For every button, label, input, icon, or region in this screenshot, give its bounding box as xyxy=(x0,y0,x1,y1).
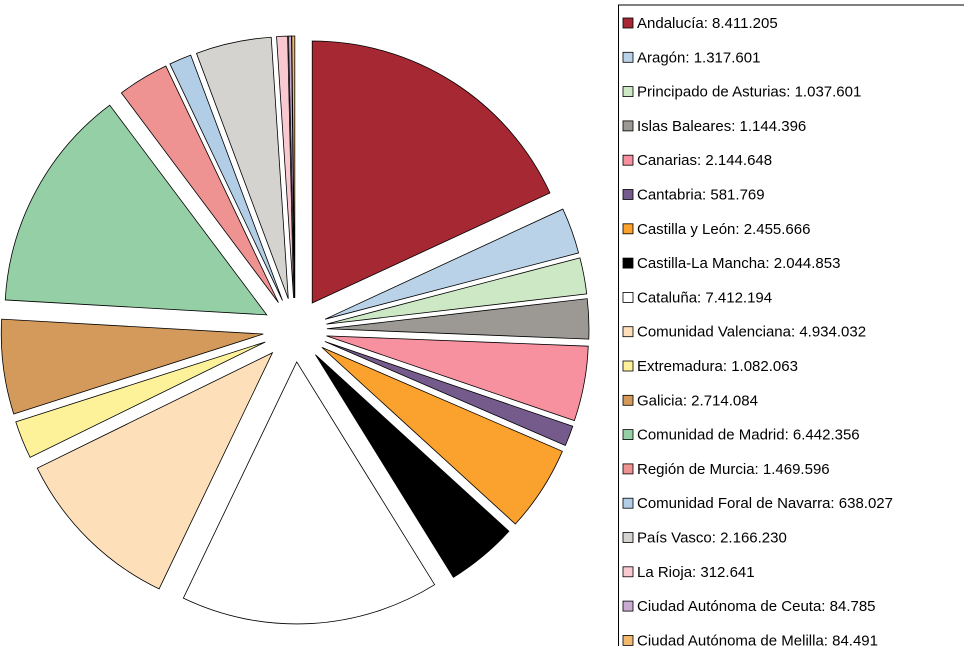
legend-label: Aragón: 1.317.601 xyxy=(637,49,760,66)
pie-slice xyxy=(36,351,274,590)
pie-slice xyxy=(195,36,289,299)
legend-label: Extremadura: 1.082.063 xyxy=(637,358,798,375)
legend-swatch xyxy=(622,154,634,166)
legend-label: Canarias: 2.144.648 xyxy=(637,152,772,169)
legend: Andalucía: 8.411.205 Aragón: 1.317.601 Pri… xyxy=(618,4,964,646)
pie-slice xyxy=(326,298,590,340)
pie-slice xyxy=(315,354,510,578)
pie-slice xyxy=(324,208,580,320)
legend-label: Cataluña: 7.412.194 xyxy=(637,289,772,306)
legend-label: Ciudad Autónoma de Ceuta: 84.785 xyxy=(637,598,876,615)
legend-label: Comunidad de Madrid: 6.442.356 xyxy=(637,427,860,444)
legend-swatch xyxy=(622,497,634,509)
pie-slice xyxy=(324,341,574,446)
legend-swatch xyxy=(622,120,634,132)
legend-label: Comunidad Foral de Navarra: 638.027 xyxy=(637,495,893,512)
legend-label: Región de Murcia: 1.469.596 xyxy=(637,461,830,478)
legend-swatch xyxy=(622,463,634,475)
legend-label: Islas Baleares: 1.144.396 xyxy=(637,118,806,135)
legend-swatch xyxy=(622,257,634,269)
legend-swatch xyxy=(622,86,634,97)
legend-swatch xyxy=(622,360,634,372)
legend-swatch xyxy=(622,223,634,235)
legend-swatch xyxy=(622,635,634,646)
pie xyxy=(0,35,590,625)
legend-label: Comunidad Valenciana: 4.934.032 xyxy=(637,324,866,341)
pie-slice xyxy=(311,40,551,304)
legend-label: Castilla y León: 2.455.666 xyxy=(637,221,810,238)
legend-swatch xyxy=(622,326,634,338)
legend-swatch xyxy=(622,600,634,612)
pie-slice xyxy=(15,341,266,458)
pie-slice xyxy=(321,347,563,525)
legend-label: Principado de Asturias: 1.037.601 xyxy=(637,84,861,101)
legend-swatch xyxy=(622,394,634,406)
legend-label: La Rioja: 312.641 xyxy=(637,564,755,581)
legend-swatch xyxy=(622,532,634,543)
legend-swatch xyxy=(622,189,634,200)
legend-swatch xyxy=(622,17,634,29)
legend-label: Cantabria: 581.769 xyxy=(637,186,765,203)
legend-swatch xyxy=(622,566,634,578)
legend-label: Castilla-La Mancha: 2.044.853 xyxy=(637,255,840,272)
legend-label: País Vasco: 2.166.230 xyxy=(637,529,787,546)
pie-slice xyxy=(182,361,436,625)
pie-slice xyxy=(169,54,283,301)
legend-swatch xyxy=(622,51,634,63)
pie-slice xyxy=(4,104,268,316)
legend-swatch xyxy=(622,429,634,441)
pie-slice xyxy=(326,257,588,325)
pie-slice xyxy=(276,35,294,299)
legend-swatch xyxy=(622,291,634,303)
pie-slice xyxy=(120,65,279,303)
pie-slice xyxy=(291,35,296,299)
pie-slice xyxy=(326,335,589,422)
legend-label: Galicia: 2.714.084 xyxy=(637,392,758,409)
legend-label: Ciudad Autónoma de Melilla: 84.491 xyxy=(637,632,878,646)
pie-slice xyxy=(0,318,264,415)
legend-label: Andalucía: 8.411.205 xyxy=(637,15,778,32)
